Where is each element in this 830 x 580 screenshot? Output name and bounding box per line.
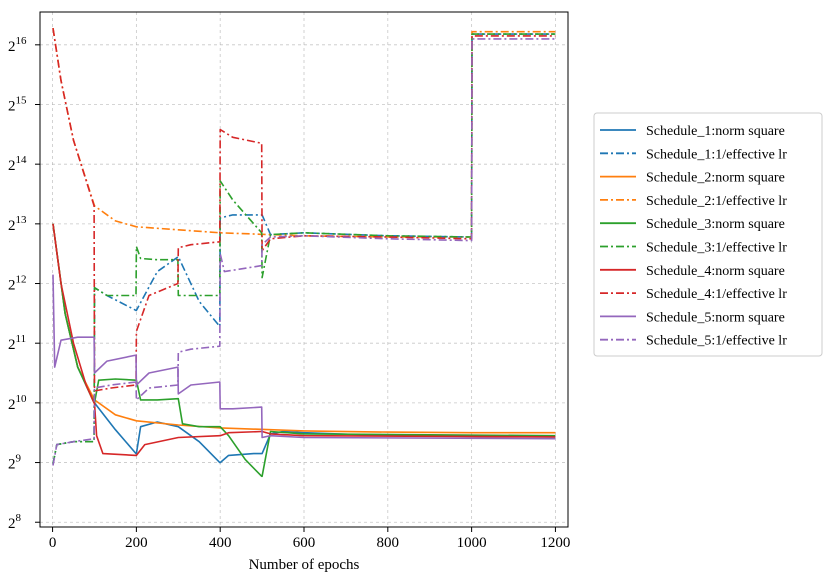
x-tick-label: 400 bbox=[209, 535, 232, 551]
x-tick-label: 1000 bbox=[457, 535, 487, 551]
y-tick-label: 29 bbox=[8, 453, 22, 473]
legend: Schedule_1:norm square Schedule_1:1/effec… bbox=[593, 112, 823, 357]
legend-entry-label: Schedule_4:norm square bbox=[646, 264, 785, 279]
x-tick-label: 200 bbox=[125, 535, 148, 551]
legend-entry-label: Schedule_1:1/effective lr bbox=[646, 147, 787, 162]
y-tick-label: 215 bbox=[8, 94, 27, 114]
y-tick-label: 211 bbox=[8, 333, 26, 353]
y-tick-label: 213 bbox=[8, 214, 27, 234]
x-axis: 0 200 400 600 800 1000 1200 bbox=[49, 527, 570, 551]
plot-frame bbox=[39, 11, 569, 528]
x-tick-label: 0 bbox=[49, 535, 57, 551]
series-line bbox=[52, 223, 556, 434]
legend-entry-label: Schedule_2:norm square bbox=[646, 171, 785, 186]
legend-entry-label: Schedule_5:norm square bbox=[646, 310, 785, 325]
y-tick-label: 210 bbox=[8, 393, 27, 413]
legend-entry-label: Schedule_4:1/effective lr bbox=[646, 287, 787, 302]
series-lines bbox=[52, 27, 556, 478]
y-tick-label: 214 bbox=[8, 154, 27, 174]
legend-entry-label: Schedule_5:1/effective lr bbox=[646, 334, 787, 349]
series-line bbox=[52, 33, 556, 464]
y-tick-label: 216 bbox=[8, 35, 27, 55]
legend-entry-label: Schedule_3:1/effective lr bbox=[646, 241, 787, 256]
legend-frame bbox=[593, 112, 823, 357]
legend-entry-label: Schedule_2:1/effective lr bbox=[646, 194, 787, 209]
x-tick-label: 1200 bbox=[540, 535, 570, 551]
y-tick-label: 28 bbox=[8, 512, 22, 532]
y-axis: 28 29 210 211 212 213 214 215 216 bbox=[8, 35, 40, 532]
series-line bbox=[52, 274, 556, 440]
series-line bbox=[52, 38, 556, 466]
y-tick-label: 212 bbox=[8, 274, 27, 294]
grid-lines bbox=[40, 12, 568, 527]
legend-entry-label: Schedule_1:norm square bbox=[646, 124, 785, 139]
legend-entry-label: Schedule_3:norm square bbox=[646, 217, 785, 232]
x-tick-label: 600 bbox=[293, 535, 316, 551]
x-tick-label: 800 bbox=[377, 535, 400, 551]
x-axis-title: Number of epochs bbox=[249, 557, 360, 573]
